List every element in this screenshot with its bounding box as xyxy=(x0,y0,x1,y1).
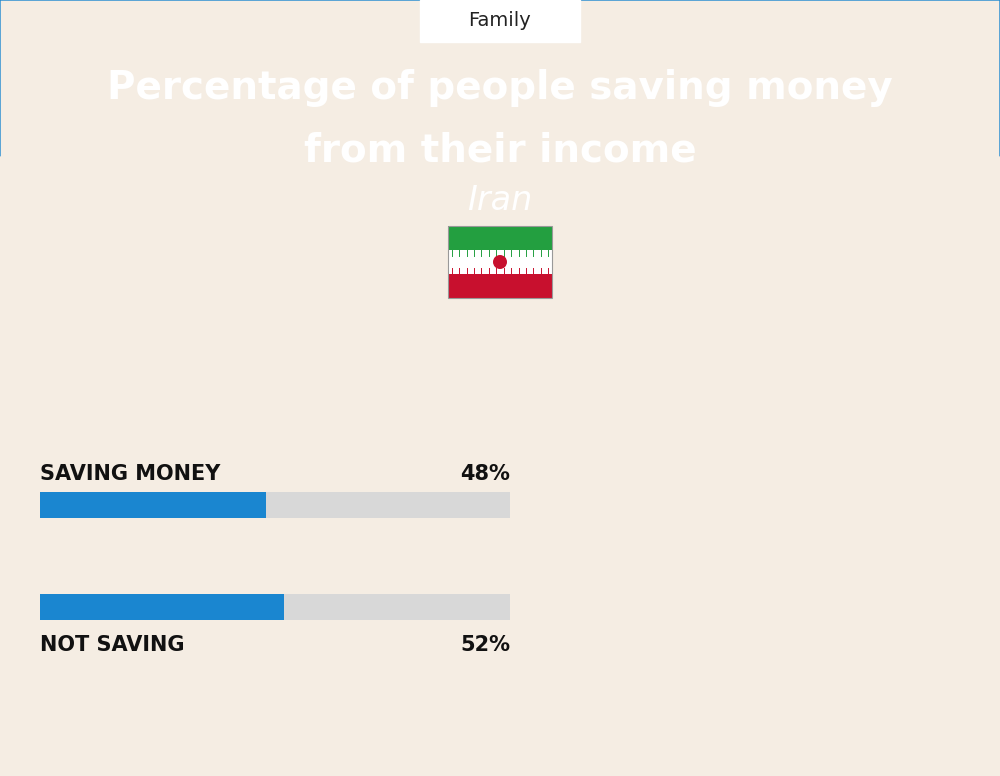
Bar xyxy=(448,226,552,298)
Text: SAVING MONEY: SAVING MONEY xyxy=(40,464,220,484)
Bar xyxy=(420,0,580,42)
Circle shape xyxy=(493,255,507,269)
Text: Iran: Iran xyxy=(467,183,533,217)
Bar xyxy=(40,492,510,518)
Text: from their income: from their income xyxy=(304,131,696,169)
Bar xyxy=(40,492,266,518)
Text: 52%: 52% xyxy=(460,635,510,655)
Text: Family: Family xyxy=(469,12,531,30)
Bar xyxy=(40,594,510,620)
Bar xyxy=(40,594,284,620)
Text: NOT SAVING: NOT SAVING xyxy=(40,635,184,655)
Bar xyxy=(448,226,552,250)
Text: Percentage of people saving money: Percentage of people saving money xyxy=(107,69,893,107)
Polygon shape xyxy=(0,0,1000,156)
Text: 48%: 48% xyxy=(460,464,510,484)
Bar xyxy=(448,274,552,298)
Bar xyxy=(448,250,552,274)
